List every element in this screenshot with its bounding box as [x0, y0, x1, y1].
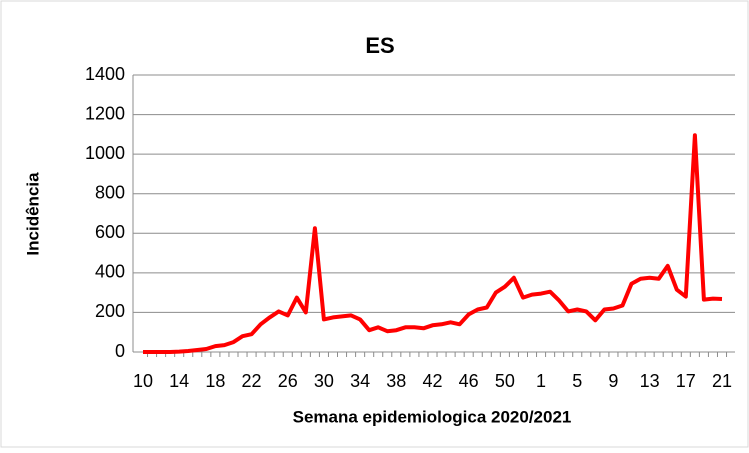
y-tick-label: 800: [95, 182, 125, 202]
x-tick-label: 14: [169, 371, 189, 391]
x-tick-label: 50: [495, 371, 515, 391]
x-tick-label: 18: [205, 371, 225, 391]
x-tick-label: 26: [278, 371, 298, 391]
x-tick-label: 9: [608, 371, 618, 391]
data-line: [143, 133, 723, 354]
chart-title: ES: [365, 33, 394, 58]
x-tick-label: 34: [350, 371, 370, 391]
y-tick-label: 1000: [85, 143, 125, 163]
y-tick-label: 1200: [85, 103, 125, 123]
y-tick-label: 600: [95, 222, 125, 242]
x-tick-label: 5: [572, 371, 582, 391]
x-tick-label: 30: [314, 371, 334, 391]
x-tick-label: 38: [386, 371, 406, 391]
y-tick-label: 400: [95, 262, 125, 282]
x-tick-label: 1: [536, 371, 546, 391]
x-tick-label: 13: [640, 371, 660, 391]
x-tick-label: 21: [712, 371, 732, 391]
x-tick-label: 10: [133, 371, 153, 391]
y-axis-label: Incidência: [23, 172, 42, 256]
x-tick-label: 22: [242, 371, 262, 391]
x-axis-label: Semana epidemiologica 2020/2021: [293, 407, 572, 426]
y-tick-label: 1400: [85, 64, 125, 84]
x-tick-label: 42: [422, 371, 442, 391]
x-tick-label: 17: [676, 371, 696, 391]
y-tick-label: 0: [115, 341, 125, 361]
y-tick-label: 200: [95, 301, 125, 321]
x-tick-label: 46: [459, 371, 479, 391]
